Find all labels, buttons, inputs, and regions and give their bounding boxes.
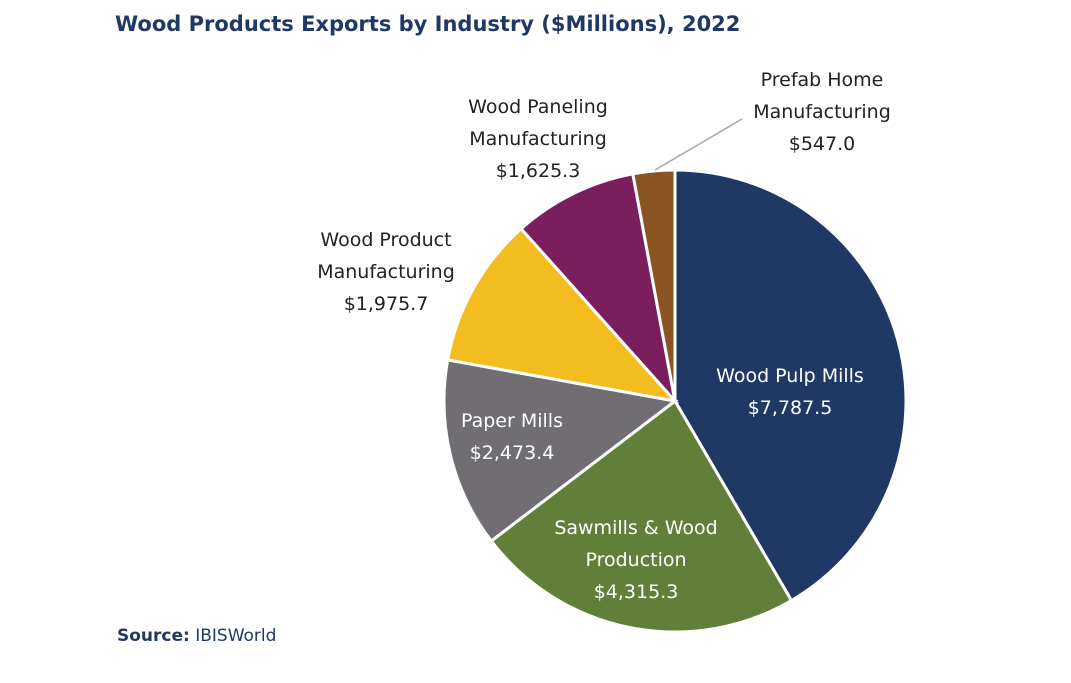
category-label: Prefab Home Manufacturing bbox=[753, 69, 891, 123]
slice-label: Paper Mills $2,473.4 bbox=[437, 405, 587, 469]
category-label: Wood Paneling Manufacturing bbox=[468, 96, 608, 150]
slice-label: Wood Product Manufacturing $1,975.7 bbox=[301, 224, 471, 320]
category-label: Paper Mills bbox=[461, 410, 563, 432]
source-name: IBISWorld bbox=[195, 626, 277, 646]
slice-label: Prefab Home Manufacturing $547.0 bbox=[737, 64, 907, 160]
source-label: Source: bbox=[117, 626, 190, 646]
pie-slice bbox=[631, 168, 677, 402]
chart-title: Wood Products Exports by Industry ($Mill… bbox=[115, 12, 741, 36]
value-label: $1,625.3 bbox=[495, 160, 581, 182]
value-label: $7,787.5 bbox=[747, 397, 833, 419]
value-label: $2,473.4 bbox=[469, 442, 555, 464]
leader-line bbox=[654, 118, 743, 171]
category-label: Wood Product Manufacturing bbox=[317, 229, 455, 283]
pie-slice bbox=[519, 172, 678, 406]
slice-label: Sawmills & Wood Production $4,315.3 bbox=[541, 512, 731, 608]
slice-label: Wood Paneling Manufacturing $1,625.3 bbox=[453, 91, 623, 187]
pie-slice bbox=[673, 168, 908, 603]
value-label: $4,315.3 bbox=[593, 581, 679, 603]
slice-label: Wood Pulp Mills $7,787.5 bbox=[690, 360, 890, 424]
category-label: Wood Pulp Mills bbox=[716, 365, 864, 387]
pie-slice bbox=[489, 398, 794, 634]
value-label: $1,975.7 bbox=[343, 293, 429, 315]
source: Source: IBISWorld bbox=[117, 626, 276, 646]
pie-slice bbox=[445, 226, 680, 404]
value-label: $547.0 bbox=[788, 133, 856, 155]
pie-slice bbox=[442, 358, 679, 544]
category-label: Sawmills & Wood Production bbox=[554, 517, 718, 571]
